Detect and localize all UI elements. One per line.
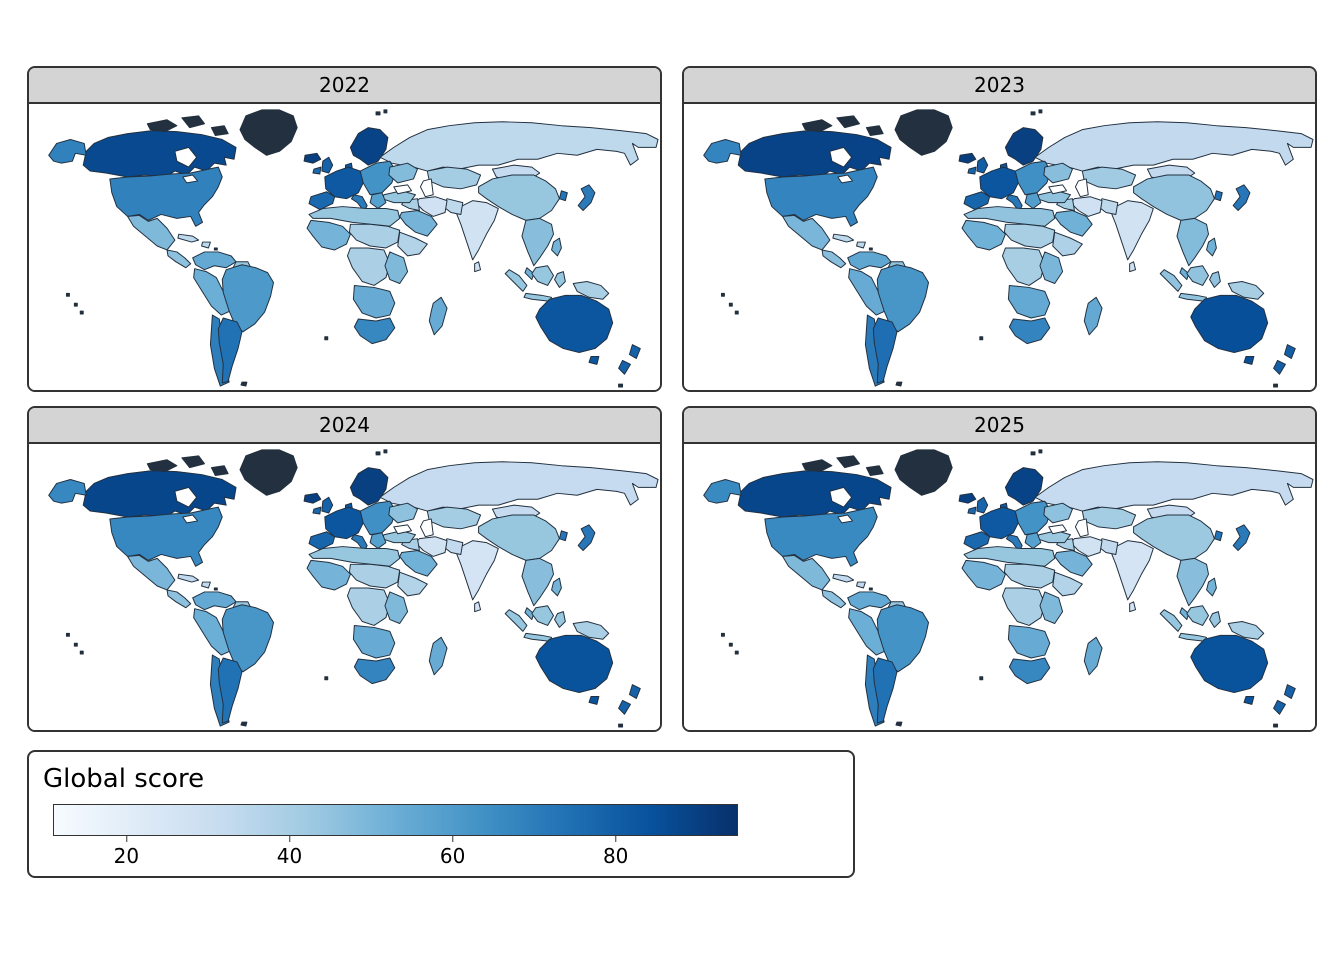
- colorbar-tick: 40: [277, 836, 302, 868]
- world-map: [703, 449, 1314, 728]
- legend-title: Global score: [43, 764, 205, 794]
- facet-strip: 2023: [684, 68, 1315, 104]
- tick-mark: [125, 836, 127, 842]
- colorbar-tick: 60: [440, 836, 465, 868]
- facet-panel-2024: 2024: [27, 406, 662, 732]
- facet-label: 2023: [974, 73, 1025, 97]
- tick-label: 20: [113, 844, 140, 868]
- colorbar-wrap: 20 40 60 80: [53, 804, 738, 868]
- colorbar-legend: Global score 20 40 60 80: [27, 750, 855, 878]
- facet-label: 2024: [319, 413, 370, 437]
- tick-label: 60: [439, 844, 466, 868]
- world-map: [48, 109, 659, 388]
- facet-strip: 2024: [29, 408, 660, 444]
- facet-grid: 2022 2023 2024 2025: [27, 66, 1317, 732]
- map-panel-body: [29, 444, 660, 730]
- facet-panel-2025: 2025: [682, 406, 1317, 732]
- facet-strip: 2022: [29, 68, 660, 104]
- colorbar-tick: 80: [603, 836, 628, 868]
- facet-panel-2022: 2022: [27, 66, 662, 392]
- tick-mark: [615, 836, 617, 842]
- facet-strip: 2025: [684, 408, 1315, 444]
- tick-mark: [452, 836, 454, 842]
- tick-label: 80: [602, 844, 629, 868]
- map-panel-body: [29, 104, 660, 390]
- world-map: [703, 109, 1314, 388]
- facet-panel-2023: 2023: [682, 66, 1317, 392]
- tick-mark: [288, 836, 290, 842]
- colorbar-gradient: [53, 804, 738, 836]
- map-panel-body: [684, 444, 1315, 730]
- facet-label: 2025: [974, 413, 1025, 437]
- facet-label: 2022: [319, 73, 370, 97]
- faceted-choropleth-figure: 2022 2023 2024 2025: [27, 66, 1317, 878]
- world-map: [48, 449, 659, 728]
- tick-label: 40: [276, 844, 303, 868]
- map-panel-body: [684, 104, 1315, 390]
- colorbar-tick: 20: [114, 836, 139, 868]
